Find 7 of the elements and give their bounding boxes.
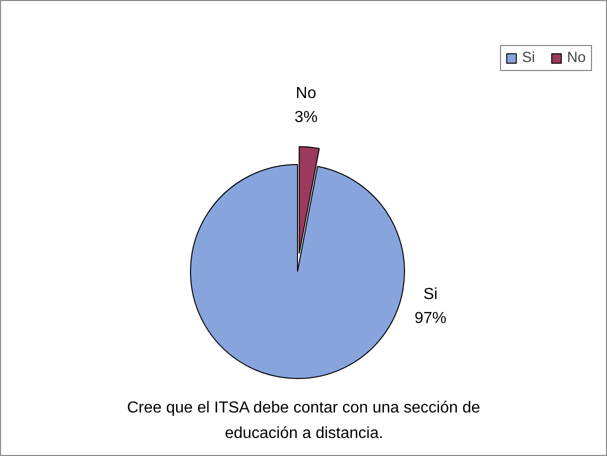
- data-label: 97%: [414, 310, 447, 327]
- slice-label: Si: [423, 286, 438, 304]
- legend-label: Si: [522, 50, 536, 66]
- text: Cree que el ITSA debe contar con una sección de educación a distancia.: [127, 399, 480, 442]
- legend-label: No: [567, 50, 587, 66]
- slice-label: No: [296, 84, 316, 102]
- data-label: 3%: [294, 108, 318, 126]
